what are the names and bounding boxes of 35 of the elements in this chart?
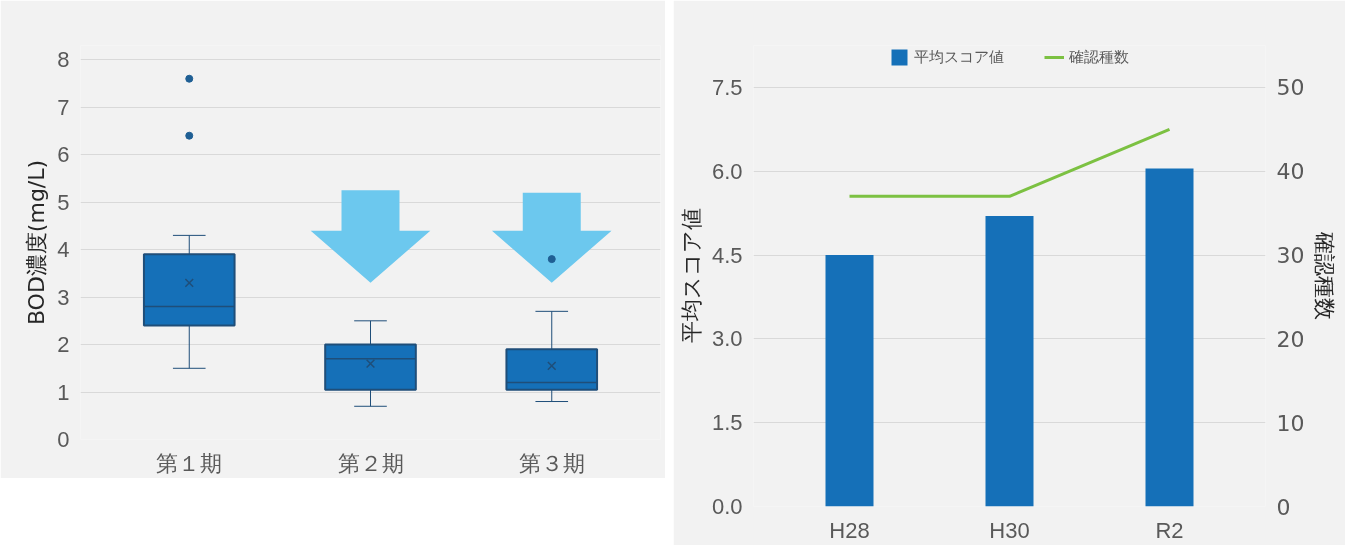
y2-tick-label: 50 <box>1276 75 1305 101</box>
y-tick-label: 3.0 <box>711 326 743 352</box>
y-axis-title: BOD濃度(mg/L) <box>24 159 50 326</box>
y-tick-label: 6.0 <box>711 158 743 184</box>
legend-label: 平均スコア値 <box>914 47 1004 67</box>
y-tick-label: 2 <box>57 332 70 358</box>
y2-tick-label: 20 <box>1276 326 1305 352</box>
x-tick-label: R2 <box>1155 517 1184 543</box>
bar <box>825 255 874 507</box>
x-tick-label: 第２期 <box>337 450 404 476</box>
y-tick-label: 5 <box>57 189 70 215</box>
bar <box>985 215 1034 507</box>
y2-axis-title: 確認種数 <box>1312 231 1338 320</box>
y-tick-label: 7 <box>57 94 70 120</box>
legend-label: 確認種数 <box>1069 47 1129 67</box>
y-tick-label: 4.5 <box>711 242 743 268</box>
x-tick-label: H28 <box>829 517 870 543</box>
y2-tick-label: 0 <box>1276 494 1291 520</box>
y2-tick-label: 30 <box>1276 243 1305 269</box>
y-tick-label: 8 <box>57 47 70 73</box>
y-tick-label: 0.0 <box>711 494 743 519</box>
y-tick-label: 3 <box>57 284 70 310</box>
y-tick-label: 4 <box>57 237 70 263</box>
y-tick-label: 7.5 <box>711 74 743 100</box>
y-tick-label: 1 <box>57 379 70 405</box>
x-tick-label: H30 <box>989 517 1030 543</box>
y-tick-label: 1.5 <box>711 410 743 436</box>
y2-tick-label: 10 <box>1276 410 1305 436</box>
y2-tick-label: 40 <box>1276 159 1305 185</box>
y-tick-label: 6 <box>57 142 70 168</box>
bar <box>1145 168 1194 507</box>
y-tick-label: 0 <box>57 427 70 452</box>
x-tick-label: 第３期 <box>518 450 585 476</box>
x-tick-label: 第１期 <box>156 450 223 476</box>
y-axis-title: 平均スコア値 <box>678 208 704 344</box>
